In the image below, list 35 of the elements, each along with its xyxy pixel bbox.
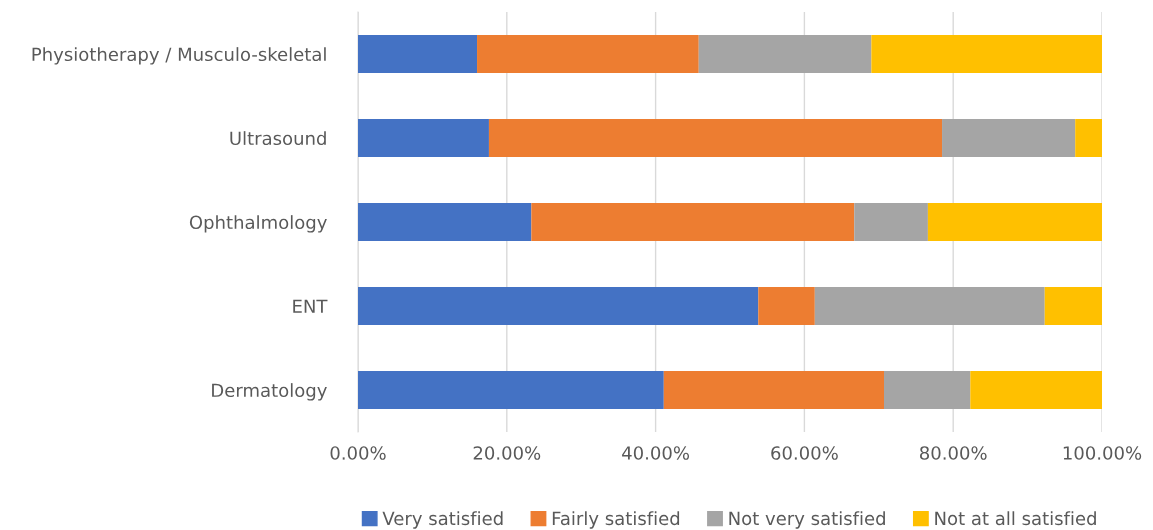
legend-label: Fairly satisfied: [552, 511, 680, 529]
bar: [358, 287, 759, 325]
x-tick-label: 60.00%: [771, 446, 838, 460]
legend-label: Very satisfied: [382, 511, 503, 529]
y-tick-label: Ultrasound: [230, 131, 326, 146]
legend-label: Not at all satisfied: [935, 511, 1096, 526]
x-tick-label: 100.00%: [1063, 446, 1142, 460]
y-tick-label: Ophthalmology: [189, 215, 327, 233]
y-tick-label: Physiotherapy / Musculo-skeletal: [32, 47, 326, 65]
bar: [970, 371, 1102, 409]
bar: [884, 371, 971, 409]
bar: [854, 203, 928, 241]
legend-label: Not very satisfied: [729, 511, 885, 529]
bar: [477, 35, 699, 73]
bar: [758, 287, 815, 325]
x-tick-label: 0.00%: [330, 446, 386, 460]
bar: [814, 287, 1045, 325]
bar: [942, 119, 1076, 157]
x-tick-label: 20.00%: [473, 446, 541, 460]
x-tick-label: 40.00%: [622, 446, 690, 460]
bar: [358, 371, 664, 409]
bar: [488, 119, 943, 157]
bar: [698, 35, 872, 73]
bar: [1075, 119, 1102, 157]
bar: [358, 35, 478, 73]
y-tick-label: ENT: [293, 299, 328, 313]
bar: [358, 203, 532, 241]
x-tick-label: 80.00%: [920, 446, 987, 460]
bar: [358, 119, 489, 157]
bar: [1044, 287, 1102, 325]
y-tick-label: Dermatology: [212, 383, 327, 401]
bar: [927, 203, 1102, 241]
bar: [663, 371, 885, 409]
bar: [871, 35, 1102, 73]
bar: [531, 203, 855, 241]
